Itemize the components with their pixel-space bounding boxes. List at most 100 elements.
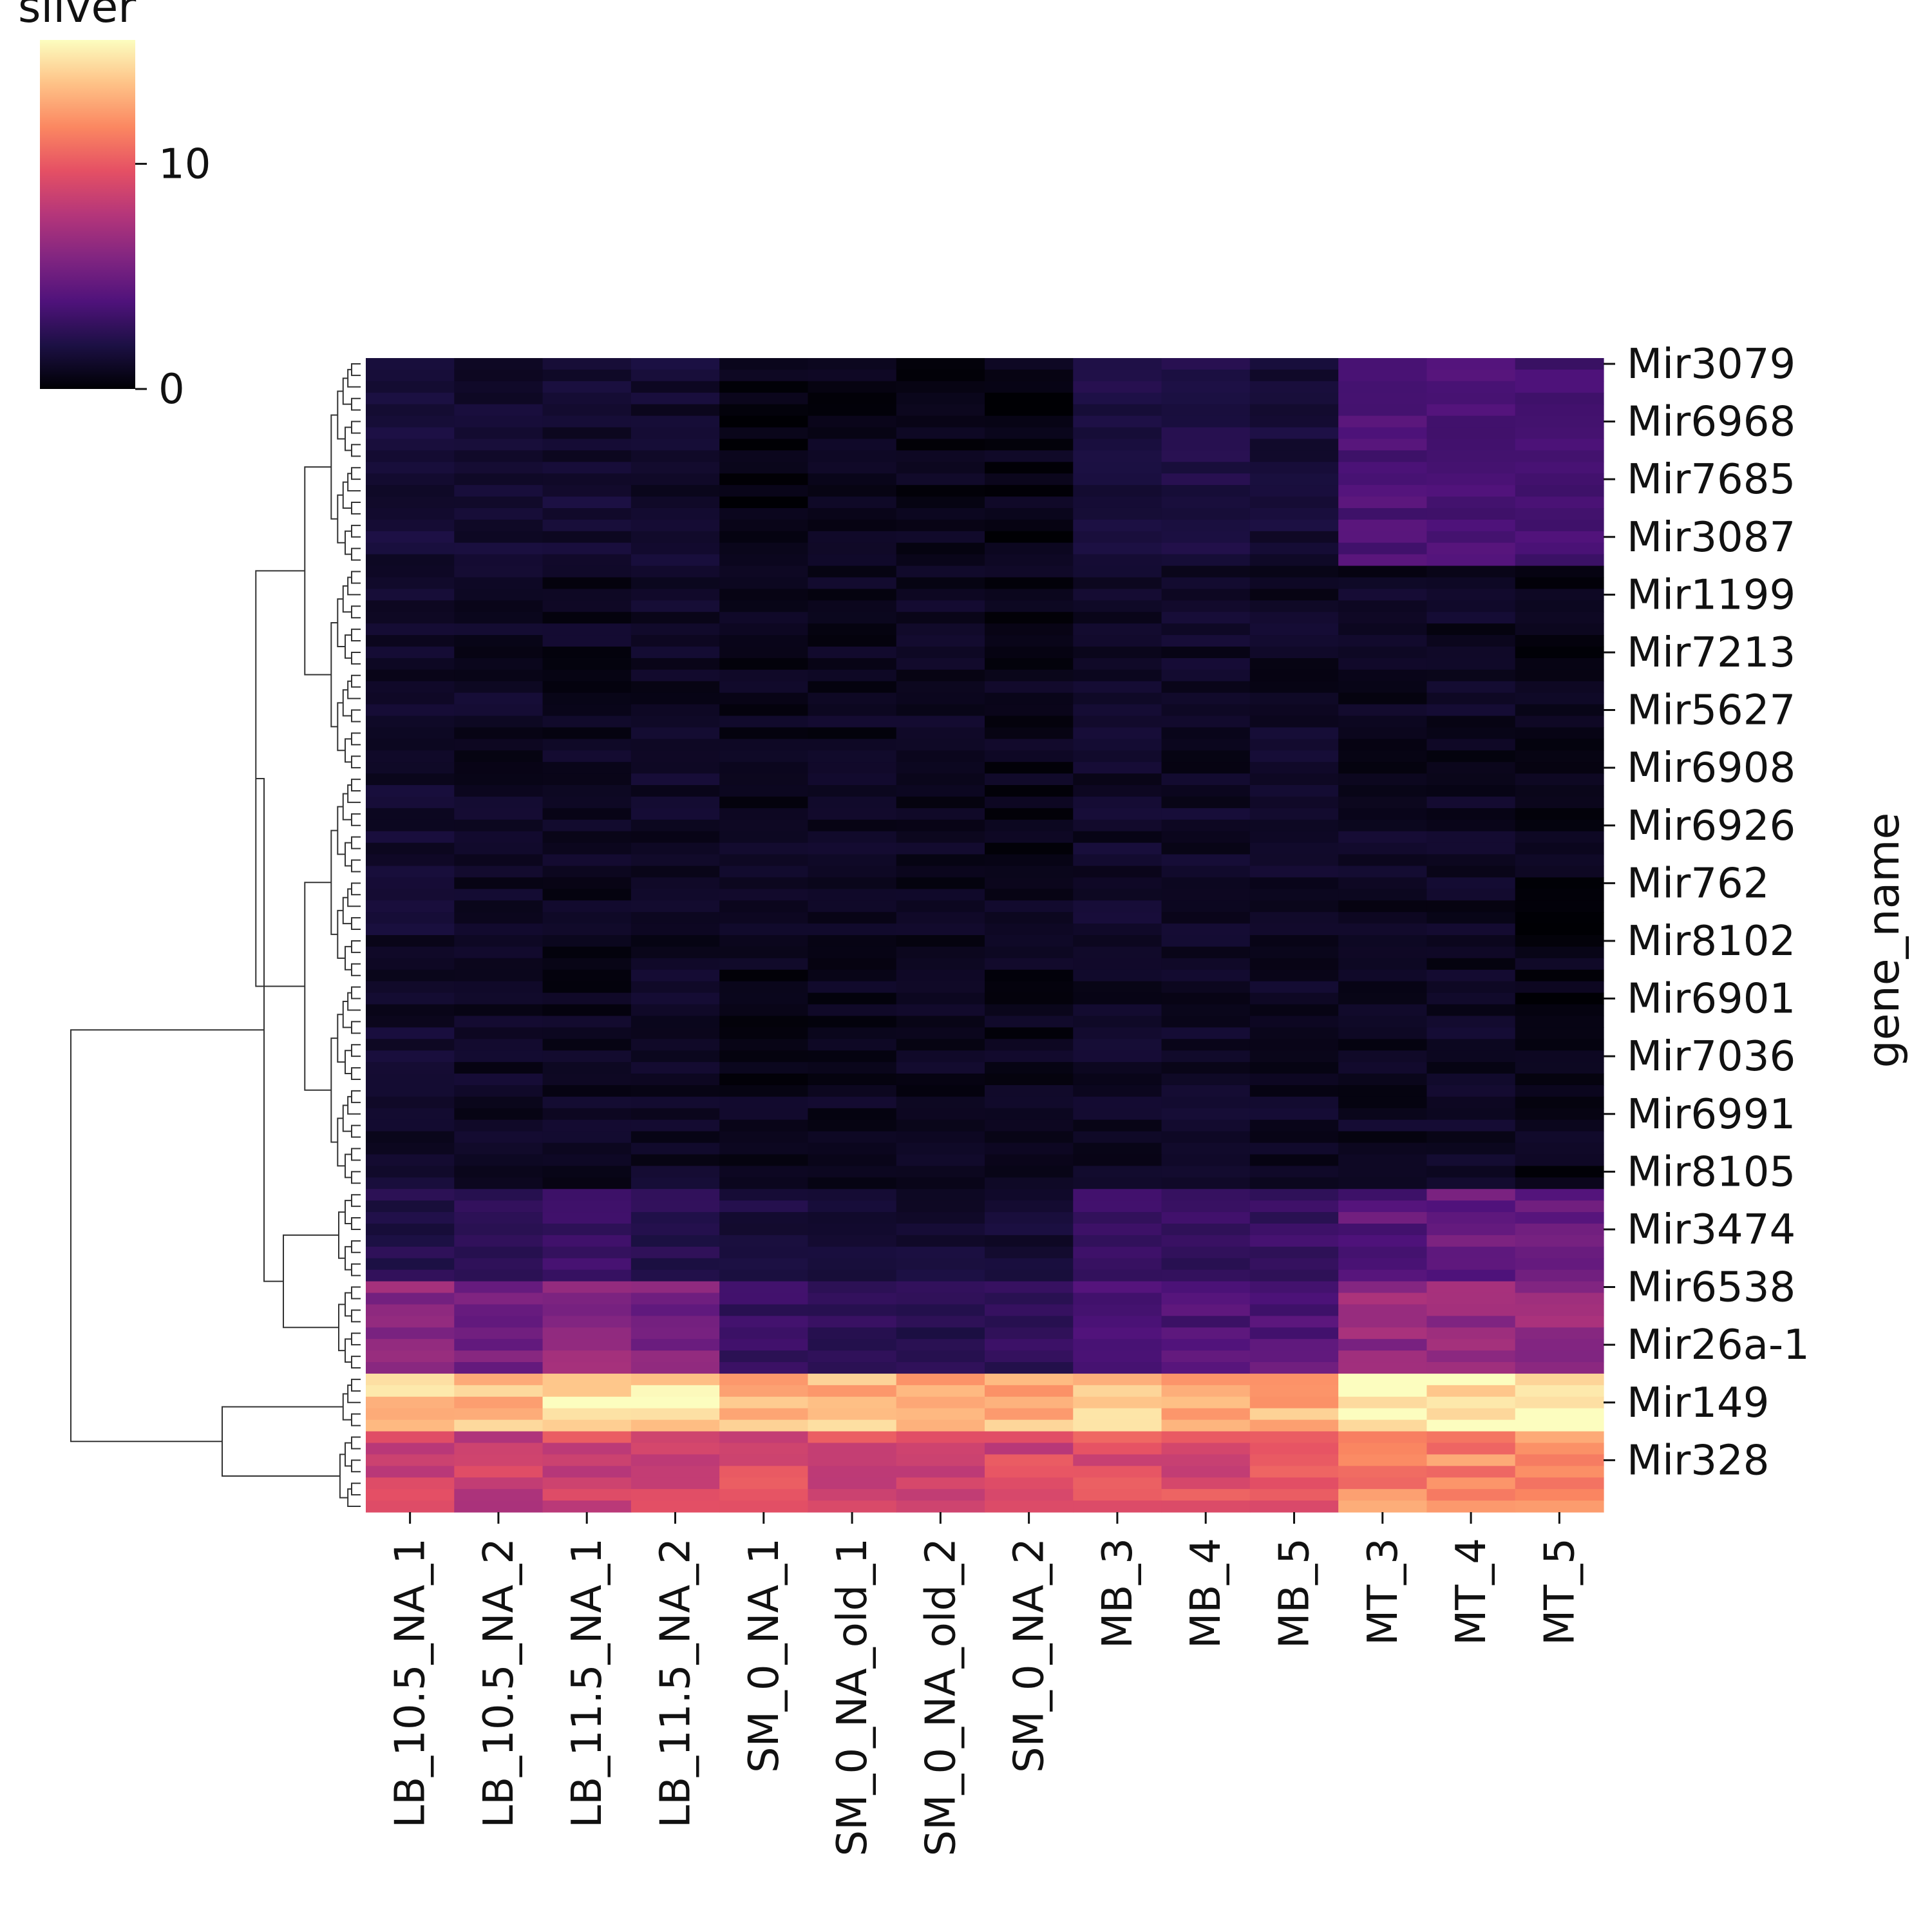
heatmap-cell bbox=[1249, 1293, 1339, 1305]
heatmap-cell bbox=[1338, 1466, 1428, 1478]
heatmap-cell bbox=[454, 1501, 544, 1513]
heatmap-cell bbox=[542, 785, 632, 797]
heatmap-cell bbox=[1338, 785, 1428, 797]
heatmap-cell bbox=[808, 1177, 897, 1189]
heatmap-cell bbox=[1426, 439, 1516, 451]
heatmap-cell bbox=[1515, 473, 1604, 486]
heatmap-cell bbox=[1338, 1501, 1428, 1513]
heatmap-cell bbox=[1161, 900, 1251, 913]
heatmap-cell bbox=[1161, 531, 1251, 544]
heatmap-cell bbox=[1338, 796, 1428, 809]
heatmap-cell bbox=[1249, 1050, 1339, 1063]
heatmap-cell bbox=[1515, 507, 1604, 520]
heatmap-cell bbox=[1426, 935, 1516, 947]
heatmap-cell bbox=[1161, 923, 1251, 936]
heatmap-cell bbox=[1161, 1177, 1251, 1189]
heatmap-cell bbox=[630, 762, 720, 774]
heatmap-cell bbox=[1073, 1119, 1162, 1132]
heatmap-cell bbox=[719, 1074, 809, 1086]
heatmap-cell bbox=[366, 1189, 455, 1201]
heatmap-cell bbox=[719, 1489, 809, 1501]
heatmap-cell bbox=[1426, 554, 1516, 567]
heatmap-cell bbox=[454, 715, 544, 728]
heatmap-cell bbox=[1249, 819, 1339, 832]
heatmap-cell bbox=[454, 415, 544, 428]
heatmap-cell bbox=[985, 542, 1074, 555]
heatmap-cell bbox=[896, 669, 985, 682]
heatmap-cell bbox=[454, 1189, 544, 1201]
heatmap-cell bbox=[366, 1327, 455, 1340]
heatmap-cell bbox=[1161, 1084, 1251, 1097]
heatmap-cell bbox=[542, 381, 632, 393]
dendrogram-link bbox=[342, 1104, 352, 1132]
heatmap-cell bbox=[366, 1396, 455, 1409]
heatmap-cell bbox=[1426, 669, 1516, 682]
heatmap-cell bbox=[454, 531, 544, 544]
heatmap-cell bbox=[1249, 1373, 1339, 1386]
heatmap-cell bbox=[719, 1200, 809, 1213]
heatmap-cell bbox=[454, 1466, 544, 1478]
heatmap-cell bbox=[1426, 1362, 1516, 1374]
heatmap-cell bbox=[1338, 1477, 1428, 1490]
column-tick-label: MB_5 bbox=[1271, 1538, 1319, 1649]
heatmap-cell bbox=[630, 1466, 720, 1478]
heatmap-cell bbox=[1161, 796, 1251, 809]
heatmap-cell bbox=[454, 1362, 544, 1374]
heatmap-cell bbox=[719, 1062, 809, 1074]
dendrogram-link bbox=[345, 1245, 352, 1271]
dendrogram-link bbox=[337, 702, 345, 752]
heatmap-cell bbox=[542, 600, 632, 612]
heatmap-cell bbox=[1338, 369, 1428, 382]
colorbar-gradient bbox=[40, 40, 135, 389]
heatmap-cell bbox=[366, 1142, 455, 1155]
heatmap-cell bbox=[630, 1235, 720, 1247]
heatmap-cell bbox=[454, 1119, 544, 1132]
heatmap-cell bbox=[1515, 381, 1604, 393]
heatmap-cell bbox=[1338, 1004, 1428, 1017]
heatmap-cell bbox=[1515, 497, 1604, 509]
heatmap-cell bbox=[896, 577, 985, 589]
heatmap-cell bbox=[542, 507, 632, 520]
heatmap-cell bbox=[1426, 542, 1516, 555]
heatmap-cell bbox=[630, 935, 720, 947]
heatmap-cell bbox=[808, 854, 897, 867]
heatmap-cell bbox=[1426, 1084, 1516, 1097]
heatmap-cell bbox=[630, 485, 720, 497]
heatmap-cell bbox=[1338, 1084, 1428, 1097]
heatmap-cell bbox=[366, 1177, 455, 1189]
heatmap-cell bbox=[896, 415, 985, 428]
heatmap-cell bbox=[1249, 796, 1339, 809]
heatmap-cell bbox=[808, 842, 897, 855]
heatmap-cell bbox=[366, 866, 455, 878]
heatmap-cell bbox=[1338, 739, 1428, 751]
heatmap-cell bbox=[896, 1154, 985, 1166]
heatmap-cell bbox=[1338, 600, 1428, 612]
heatmap-cell bbox=[1338, 762, 1428, 774]
heatmap-cell bbox=[1073, 485, 1162, 497]
heatmap-cell bbox=[542, 392, 632, 405]
heatmap-cell bbox=[1073, 969, 1162, 982]
colorbar-title: silver bbox=[18, 0, 136, 33]
dendrogram-link bbox=[351, 813, 361, 826]
heatmap-cell bbox=[719, 750, 809, 762]
heatmap-cell bbox=[1515, 1246, 1604, 1259]
heatmap-cell bbox=[630, 715, 720, 728]
heatmap-cell bbox=[542, 473, 632, 486]
heatmap-cell bbox=[896, 981, 985, 994]
heatmap-cell bbox=[1338, 1039, 1428, 1051]
heatmap-cell bbox=[719, 542, 809, 555]
heatmap-cell bbox=[1338, 1293, 1428, 1305]
heatmap-cell bbox=[896, 935, 985, 947]
heatmap-cell bbox=[985, 889, 1074, 901]
heatmap-cell bbox=[1161, 473, 1251, 486]
heatmap-cell bbox=[542, 831, 632, 844]
heatmap-cell bbox=[896, 1304, 985, 1316]
heatmap-cell bbox=[1426, 1373, 1516, 1386]
heatmap-cell bbox=[1426, 404, 1516, 417]
heatmap-cell bbox=[1073, 392, 1162, 405]
heatmap-cell bbox=[719, 889, 809, 901]
heatmap-cell bbox=[1073, 519, 1162, 532]
heatmap-cell bbox=[454, 785, 544, 797]
heatmap-cell bbox=[808, 1119, 897, 1132]
heatmap-cell bbox=[1426, 1004, 1516, 1017]
